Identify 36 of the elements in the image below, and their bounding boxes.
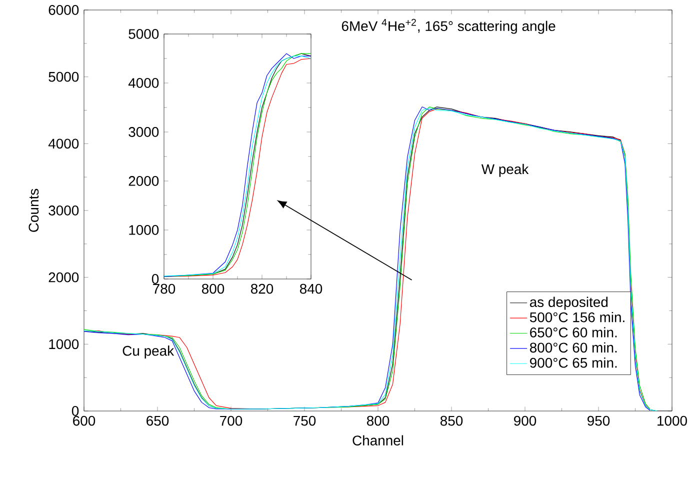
x-tick-label: 1000 [658,416,687,426]
y-tick-label: 3000 [128,127,159,137]
y-tick-label: 2000 [48,272,79,282]
y-tick-label: 0 [72,406,79,416]
text: 6MeV $^{4}$He$^{+2}$, 165° scattering angle [342,18,556,34]
x-tick-label: 800 [366,416,390,426]
y-tick-label: 5000 [128,29,159,39]
x-tick-label: 700 [220,416,242,426]
y-tick-label: 1000 [49,339,79,350]
annotation: W peak [481,164,529,177]
y-tick-label: 5000 [48,72,79,82]
x-tick-label: 780 [153,284,176,294]
x-tick-label: 750 [294,416,316,426]
y-tick-label: 1000 [129,225,159,235]
y-tick-label: 0 [152,274,159,284]
legend-label: as deposited [530,296,608,310]
x-tick-label: 650 [146,416,169,426]
y-tick-label: 4000 [48,138,79,149]
legend-label: 500°C 156 min. [530,312,624,322]
y-tick-label: 6000 [48,5,79,15]
x-axis-title: Channel [352,435,404,446]
legend-label: 900°C 65 min. [530,358,617,368]
y-tick-label: 3000 [48,206,79,216]
y-axis-title: Counts [28,188,39,232]
x-tick-label: 900 [514,416,536,426]
y-tick-label: 2000 [128,176,159,186]
y-tick-label: 4000 [128,78,159,88]
x-tick-label: 820 [250,284,274,294]
annotation: Cu peak [122,346,174,359]
x-tick-label: 840 [300,284,322,294]
x-tick-label: 950 [588,416,610,426]
legend-label: 650°C 60 min. [530,327,617,338]
legend-label: 800°C 60 min. [530,342,617,353]
x-tick-label: 600 [73,416,96,426]
x-tick-label: 800 [202,284,224,294]
x-tick-label: 850 [440,416,463,426]
